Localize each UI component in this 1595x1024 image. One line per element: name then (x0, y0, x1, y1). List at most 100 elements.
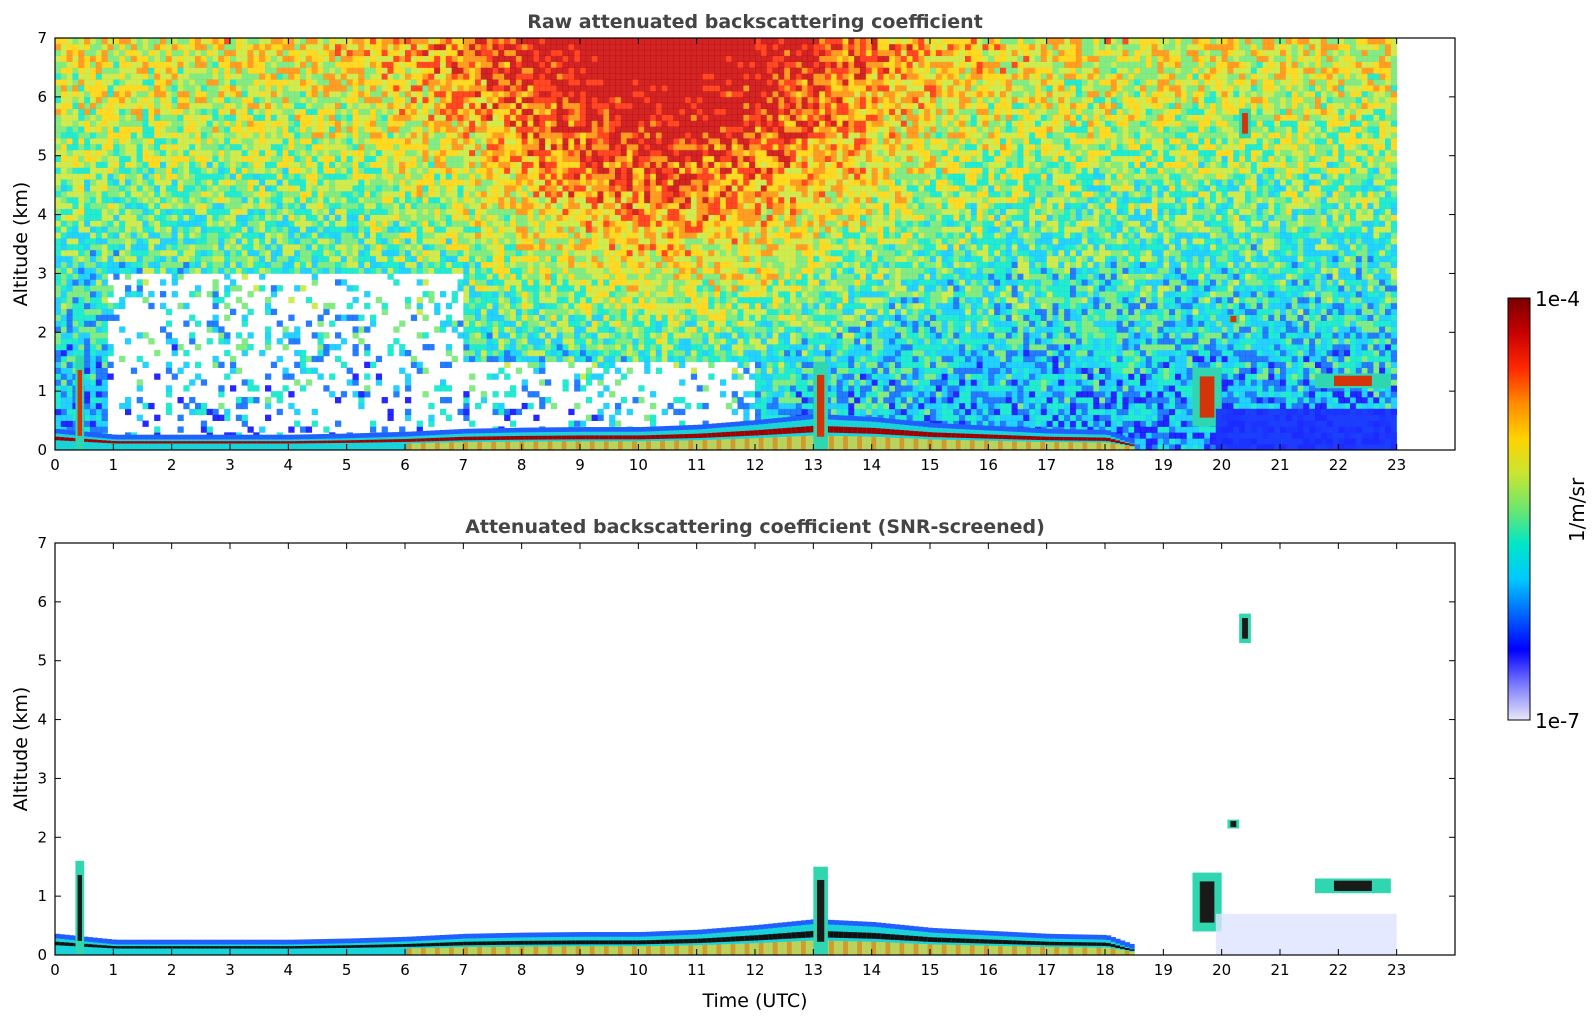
backscatter-cell (206, 132, 213, 139)
backscatter-cell (469, 126, 476, 133)
backscatter-cell (521, 296, 528, 304)
backscatter-cell (78, 226, 85, 233)
backscatter-cell (434, 167, 441, 174)
backscatter-cell (480, 320, 488, 327)
backscatter-cell (422, 49, 429, 57)
backscatter-cell (463, 208, 470, 215)
backscatter-cell (119, 138, 126, 145)
backscatter-cell (451, 355, 458, 363)
backscatter-cell (440, 43, 447, 51)
backscatter-cell (352, 73, 359, 80)
backscatter-cell (183, 191, 190, 198)
backscatter-cell (335, 126, 342, 133)
backscatter-cell (282, 132, 289, 139)
backscatter-cell (305, 126, 313, 133)
backscatter-cell (276, 408, 283, 416)
backscatter-cell (136, 179, 143, 186)
backscatter-cell (545, 132, 552, 139)
backscatter-cell (480, 73, 488, 80)
backscatter-cell (381, 138, 388, 145)
backscatter-cell (235, 185, 243, 192)
backscatter-cell (358, 244, 365, 251)
backscatter-cell (171, 261, 178, 268)
backscatter-cell (148, 208, 155, 215)
backscatter-cell (515, 138, 523, 145)
backscatter-cell (346, 185, 353, 192)
backscatter-cell (346, 173, 353, 180)
backscatter-cell (183, 349, 190, 357)
backscatter-cell (504, 55, 511, 62)
backscatter-cell (410, 138, 418, 145)
backscatter-cell (119, 232, 126, 239)
backscatter-cell (247, 138, 254, 145)
backscatter-cell (405, 196, 412, 204)
backscatter-cell (195, 155, 202, 162)
backscatter-cell (305, 38, 313, 45)
backscatter-cell (55, 38, 62, 45)
backscatter-cell (556, 267, 563, 274)
backscatter-cell (603, 367, 610, 374)
backscatter-cell (136, 196, 143, 204)
backscatter-cell (340, 79, 348, 86)
backscatter-cell (311, 185, 318, 192)
backscatter-cell (288, 149, 295, 157)
backscatter-cell (148, 120, 155, 127)
backscatter-cell (498, 249, 505, 257)
backscatter-cell (247, 397, 254, 404)
backscatter-cell (539, 185, 546, 192)
backscatter-cell (393, 49, 400, 57)
backscatter-cell (55, 285, 62, 292)
backscatter-cell (428, 120, 435, 127)
backscatter-cell (78, 238, 85, 245)
backscatter-cell (358, 185, 365, 192)
backscatter-cell (574, 214, 581, 221)
backscatter-cell (288, 196, 295, 204)
backscatter-cell (463, 296, 470, 304)
backscatter-cell (265, 261, 272, 268)
backscatter-cell (492, 220, 499, 227)
backscatter-cell (101, 226, 108, 233)
backscatter-cell (78, 296, 85, 304)
backscatter-cell (311, 302, 318, 310)
backscatter-cell (568, 349, 575, 357)
backscatter-cell (550, 185, 558, 192)
backscatter-cell (107, 161, 114, 168)
backscatter-cell (498, 355, 505, 363)
backscatter-cell (230, 132, 237, 139)
backscatter-cell (72, 232, 79, 239)
backscatter-cell (84, 120, 91, 127)
backscatter-cell (171, 220, 178, 227)
backscatter-cell (253, 255, 260, 263)
backscatter-cell (247, 196, 254, 204)
backscatter-cell (556, 85, 563, 92)
backscatter-cell (533, 49, 540, 57)
backscatter-cell (510, 179, 517, 186)
backscatter-cell (498, 90, 505, 98)
backscatter-cell (90, 308, 97, 316)
backscatter-cell (486, 314, 493, 321)
backscatter-cell (463, 285, 470, 292)
backscatter-cell (294, 420, 301, 427)
backscatter-cell (72, 326, 79, 333)
backscatter-cell (148, 55, 155, 62)
backscatter-cell (72, 238, 79, 245)
backscatter-cell (352, 349, 359, 357)
backscatter-cell (84, 326, 91, 333)
backscatter-cell (562, 220, 569, 227)
backscatter-cell (265, 302, 272, 310)
backscatter-cell (393, 67, 400, 74)
backscatter-cell (498, 367, 505, 374)
backscatter-cell (521, 173, 528, 180)
backscatter-cell (550, 108, 558, 115)
backscatter-cell (60, 132, 68, 139)
backscatter-cell (195, 73, 202, 80)
backscatter-cell (276, 120, 283, 127)
backscatter-cell (329, 267, 336, 274)
backscatter-cell (84, 67, 91, 74)
backscatter-cell (545, 355, 552, 363)
backscatter-cell (550, 191, 558, 198)
backscatter-cell (475, 285, 482, 292)
backscatter-cell (510, 108, 517, 115)
backscatter-cell (55, 185, 62, 192)
backscatter-cell (90, 420, 97, 427)
